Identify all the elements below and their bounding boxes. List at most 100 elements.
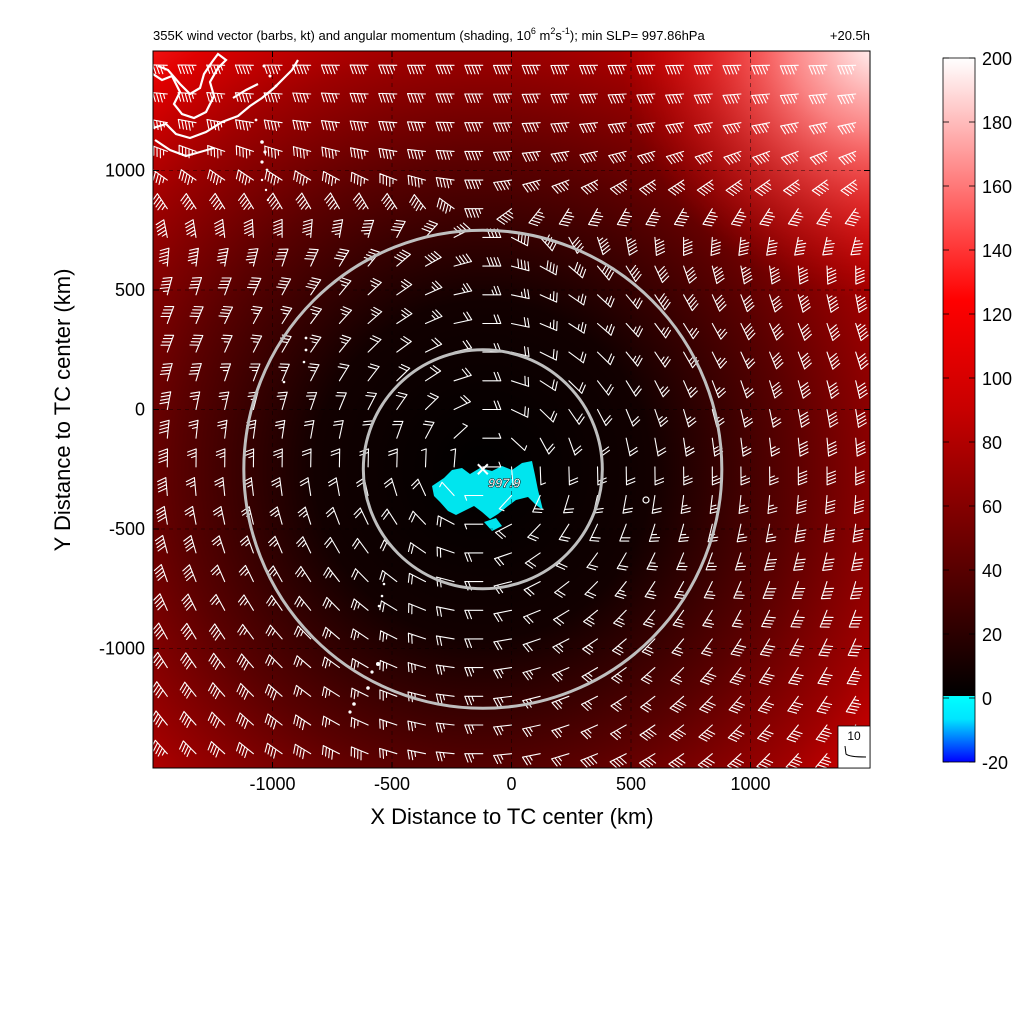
wind-barb — [820, 581, 835, 600]
wind-barb — [551, 695, 570, 710]
wind-barb — [702, 208, 718, 227]
wind-barb — [510, 375, 530, 387]
wind-barb — [263, 92, 283, 103]
wind-barb — [845, 695, 862, 714]
wind-barb — [528, 208, 545, 227]
wind-barb — [492, 150, 513, 162]
wind-barb — [157, 477, 168, 497]
barb-reference-icon — [844, 745, 867, 758]
wind-barb — [498, 494, 513, 512]
wind-barb — [711, 265, 725, 285]
wind-barb — [269, 506, 283, 525]
wind-barb — [539, 437, 556, 455]
wind-barb — [321, 686, 340, 698]
wind-barb — [435, 149, 455, 161]
wind-barb — [680, 494, 692, 514]
wind-barb — [699, 695, 716, 714]
wind-barb — [766, 236, 778, 256]
wind-barb — [396, 336, 412, 353]
wind-barb — [693, 122, 713, 134]
wind-barb — [439, 481, 455, 497]
negative-momentum-fragment — [484, 518, 502, 531]
wind-barb — [493, 724, 513, 736]
wind-barb — [850, 236, 864, 256]
wind-barb — [350, 717, 369, 729]
min-slp-label: 997.9 — [488, 475, 521, 490]
wind-barb — [407, 542, 427, 554]
wind-barb — [210, 564, 226, 583]
wind-barb — [395, 391, 408, 411]
colorbar-ticks: -20 0 20 40 60 80 100 120 140 160 180 200 — [943, 49, 1012, 773]
wind-barb — [625, 466, 636, 486]
wind-barb — [264, 169, 283, 186]
wind-barb — [155, 219, 168, 238]
wind-barb — [297, 506, 312, 525]
wind-barb — [790, 609, 805, 628]
wind-barb — [350, 171, 369, 187]
wind-barb — [580, 179, 599, 195]
wind-barb — [266, 594, 283, 611]
wind-barb — [609, 179, 628, 196]
wind-barb — [654, 437, 667, 457]
wind-barb — [263, 64, 283, 75]
wind-barb — [654, 293, 671, 311]
wind-barb — [767, 494, 778, 515]
wind-barb — [826, 351, 841, 370]
wind-barb — [321, 745, 340, 760]
wind-barb — [422, 420, 435, 439]
wind-barb — [625, 351, 643, 367]
wind-barb — [710, 236, 721, 256]
wind-barb — [453, 423, 468, 439]
wind-barb — [826, 294, 840, 313]
wind-barb — [264, 713, 283, 730]
wind-barb — [378, 92, 398, 103]
wind-barb — [787, 695, 804, 714]
wind-barb — [407, 632, 427, 644]
wind-barb — [219, 363, 232, 382]
wind-barb — [424, 392, 439, 411]
wind-barb — [654, 466, 665, 486]
wind-barb — [424, 309, 443, 325]
colorbar-tick-label: 180 — [982, 113, 1012, 133]
wind-barb — [769, 380, 783, 399]
wind-barb — [853, 494, 865, 515]
wind-barb — [670, 667, 685, 685]
wind-barb — [304, 248, 319, 267]
wind-barb — [320, 92, 340, 103]
wind-barb — [707, 523, 719, 543]
wind-barb — [722, 64, 742, 75]
wind-barb — [596, 263, 614, 281]
wind-barb — [188, 277, 203, 296]
wind-barb — [338, 334, 352, 353]
wind-barb — [596, 322, 615, 336]
wind-barb — [453, 282, 473, 296]
wind-barb — [648, 523, 661, 542]
wind-barb — [292, 64, 312, 75]
wind-barb — [209, 593, 226, 611]
negative-momentum-patch — [432, 461, 543, 519]
wind-barb — [563, 494, 575, 514]
colorbar-tick-label: 80 — [982, 433, 1002, 453]
wind-barb — [609, 724, 627, 741]
wind-barb — [819, 609, 834, 628]
wind-barb — [360, 219, 375, 238]
wind-barb — [761, 609, 776, 628]
wind-barb — [722, 122, 742, 135]
wind-barb — [711, 294, 727, 312]
wind-barb — [625, 322, 643, 338]
wind-barb — [235, 169, 254, 186]
wind-barb — [178, 144, 197, 159]
wind-barb — [539, 260, 558, 276]
wind-barb — [789, 638, 805, 657]
wind-barb — [388, 448, 398, 468]
wind-barb — [837, 122, 857, 135]
wind-barb — [608, 150, 627, 164]
wind-barb — [814, 753, 832, 768]
wind-barb — [379, 747, 398, 759]
wind-barb — [207, 169, 226, 186]
wind-barb — [246, 419, 257, 439]
wind-barb — [274, 419, 286, 439]
wind-barb — [407, 749, 427, 761]
wind-barb — [221, 334, 233, 353]
wind-barb — [299, 477, 312, 497]
